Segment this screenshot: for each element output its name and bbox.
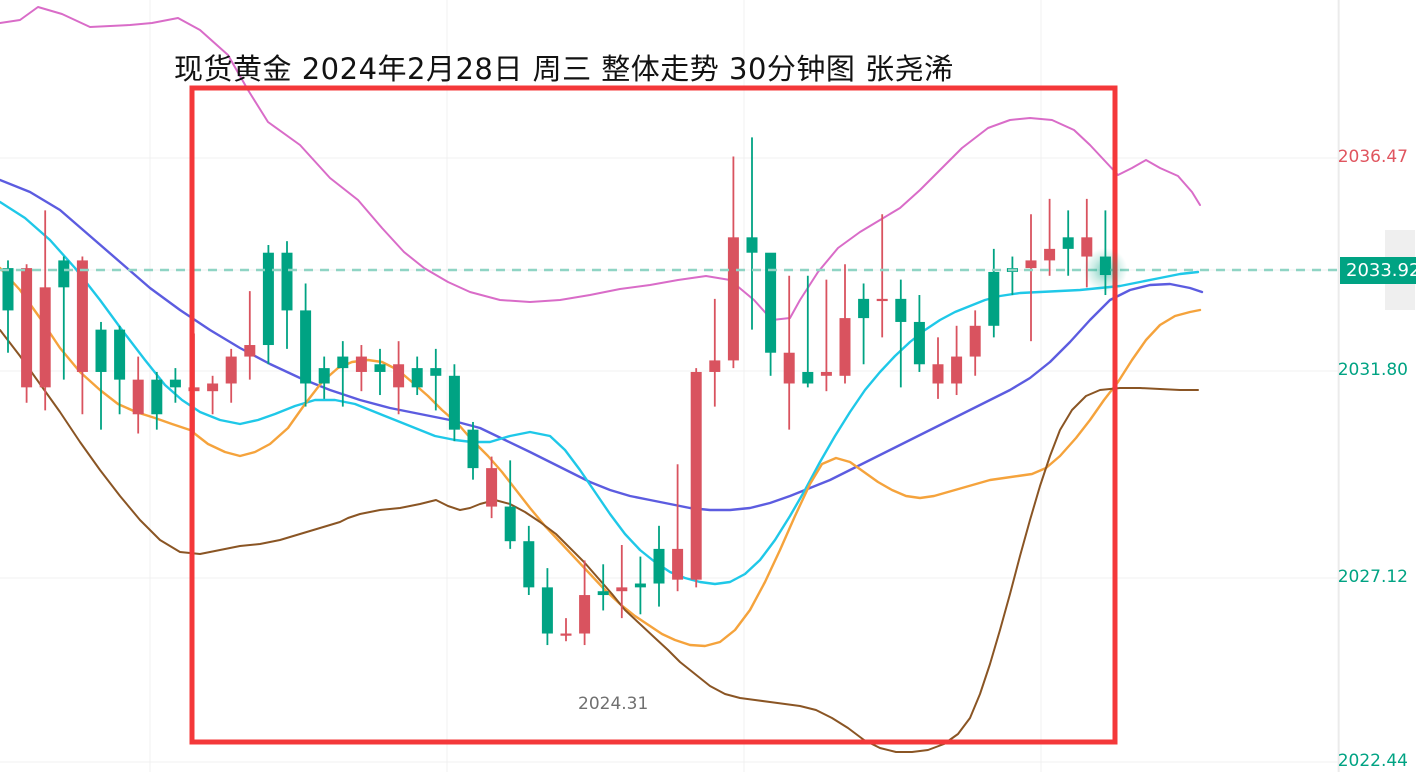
candlesticks xyxy=(2,137,1111,646)
price-axis-label-2: 2027.12 xyxy=(1337,567,1408,587)
current-price-marker xyxy=(1083,248,1128,292)
price-axis-label-1: 2031.80 xyxy=(1337,360,1408,380)
price-axis-label-3: 2022.44 xyxy=(1337,751,1408,771)
low-price-annotation: 2024.31 xyxy=(578,694,649,714)
moving-average-lines xyxy=(0,6,1204,753)
price-axis-label-0: 2036.47 xyxy=(1337,147,1408,167)
page-title: 现货黄金 2024年2月28日 周三 整体走势 30分钟图 张尧浠 xyxy=(174,52,954,86)
current-price-badge[interactable]: 2033.92 xyxy=(1340,257,1416,284)
highlight-rectangle xyxy=(189,85,1118,745)
gridlines xyxy=(0,0,1340,772)
